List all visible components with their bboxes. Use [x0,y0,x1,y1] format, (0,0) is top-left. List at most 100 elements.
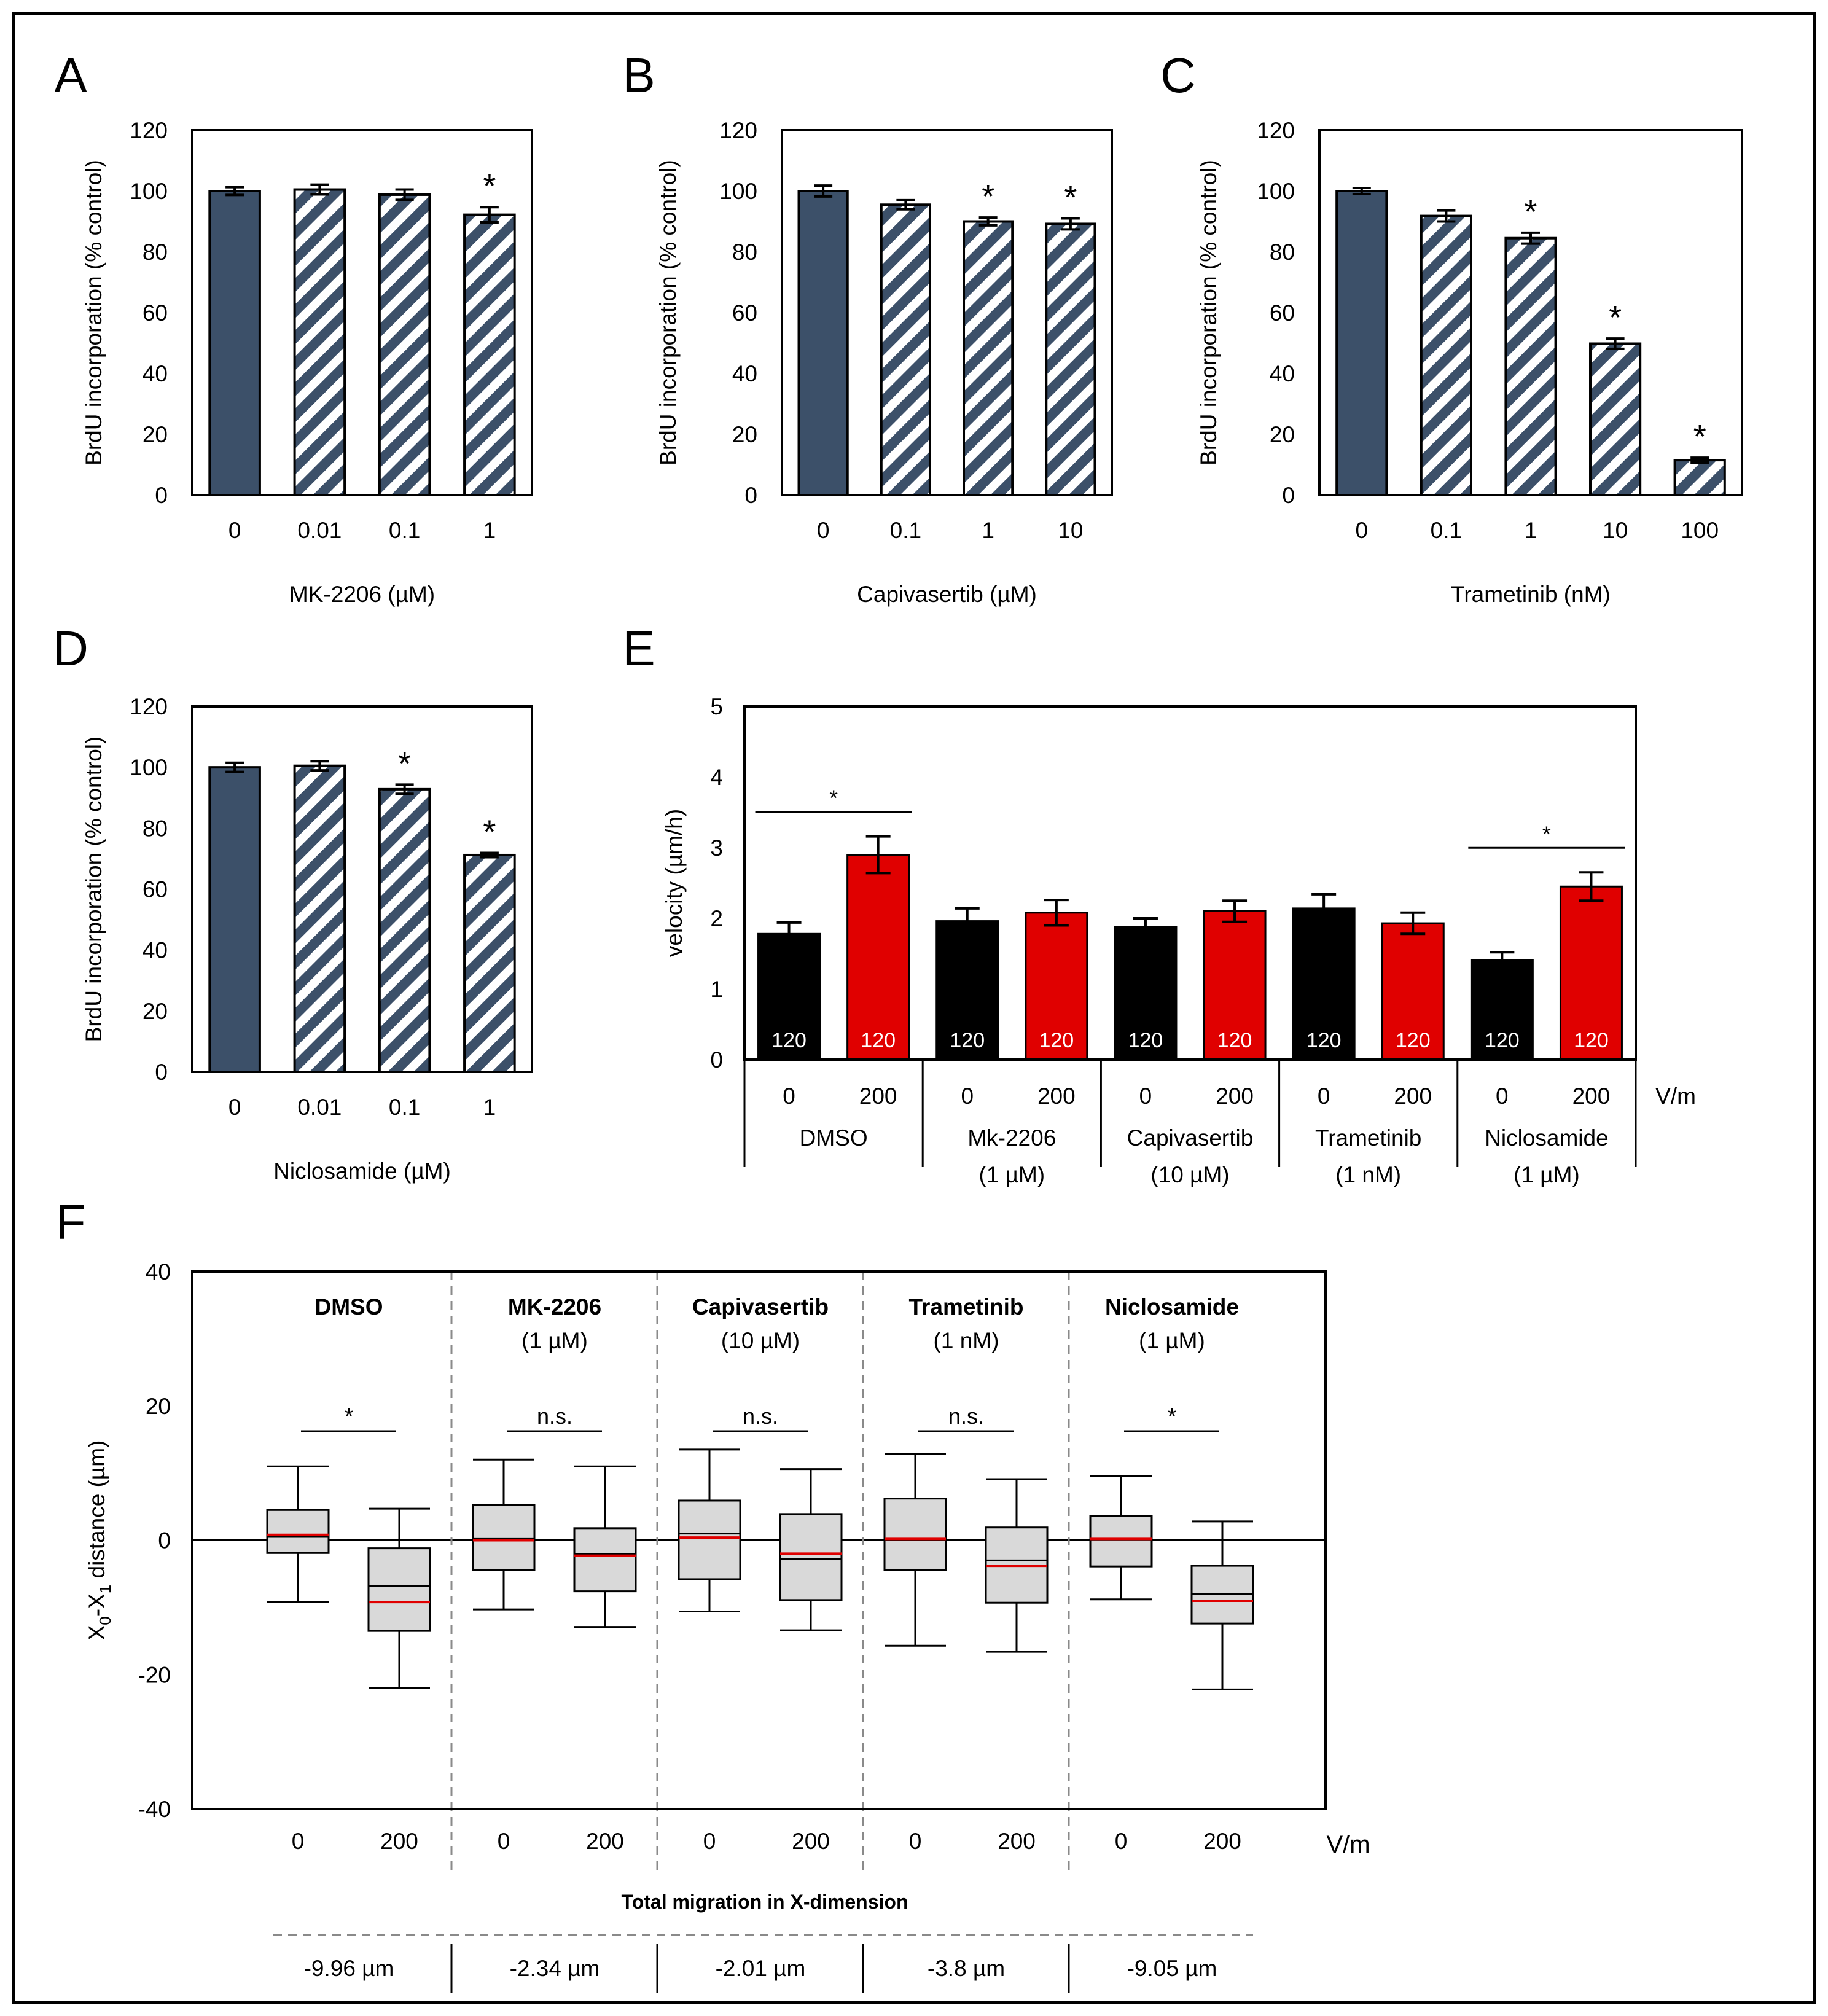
x-tick-label: 10 [1058,518,1083,543]
significance-mark: n.s. [948,1404,984,1429]
y-axis-title: velocity (µm/h) [662,809,687,957]
panel-c: C 0 0.1 * 1 * 10 * 100 0 20 40 60 80 100 120 Trametinib … [1160,48,1743,607]
y-axis-title: BrdU incorporation (% control) [655,160,681,466]
bar-0.01 [293,764,346,1073]
significance-mark: * [398,745,411,782]
x-tick-label: 10 [1603,518,1628,543]
x-tick-label: 0 [1318,1084,1330,1109]
bar-1 [963,220,1014,496]
y-axis-title-part: 1 [96,1585,114,1593]
y-tick-label: 0 [158,1528,171,1553]
y-tick-label: 100 [719,179,757,204]
y-tick-label: 120 [719,118,757,143]
plot-frame [191,705,533,1073]
x-tick-label: 0 [817,518,830,543]
bar-mk-2206-0 [935,920,999,1061]
x-axis-title: Trametinib (nM) [1451,582,1611,607]
y-axis-title: BrdU incorporation (% control) [81,736,106,1042]
panel-a: A 0 0.01 0.1 * 1 0 20 40 60 80 100 120 MK-2206 (µM) Br… [54,48,533,607]
x-tick-label: 0.1 [389,1095,420,1120]
x-tick-label: 0 [498,1829,510,1854]
y-tick-label: 20 [143,422,168,447]
significance-mark: * [1693,418,1706,455]
x-tick-label: 200 [1572,1084,1611,1109]
bar-0.1 [378,787,431,1074]
y-tick-label: 100 [130,755,168,780]
x-tick-label: 1 [483,1095,496,1120]
y-tick-label: 0 [744,483,757,508]
significance-mark: * [829,786,838,811]
y-tick-label: 4 [710,765,723,790]
box-niclosamide-0 [1089,1515,1153,1568]
n-label: 120 [1485,1029,1520,1052]
bar-0.1 [880,203,931,496]
panel-label: D [53,621,88,676]
y-tick-label: -40 [138,1797,171,1822]
significance-mark: * [1609,299,1622,336]
panel-label: E [622,621,655,676]
y-tick-label: 20 [1270,422,1295,447]
x-tick-label: 0 [292,1829,305,1854]
n-label: 120 [1217,1029,1252,1052]
group-sublabel: (10 µM) [721,1328,800,1353]
x-tick-label: 0 [1115,1829,1128,1854]
y-tick-label: 0 [710,1047,723,1072]
group-sublabel: (1 µM) [521,1328,588,1353]
n-label: 120 [1307,1029,1342,1052]
panel-label: F [56,1195,86,1249]
total-migration-value: -9.05 µm [1127,1956,1217,1981]
x-tick-label: 0 [703,1829,716,1854]
x-tick-label: 1 [1525,518,1537,543]
group-sublabel: (10 µM) [1150,1162,1229,1187]
box-trametinib-0 [883,1498,947,1571]
y-tick-label: 60 [143,300,168,326]
box-dmso-200 [367,1547,431,1632]
significance-mark: * [345,1404,353,1429]
significance-mark: * [1542,821,1551,846]
y-tick-label: 80 [143,816,168,841]
bar-capivasertib-0 [1114,926,1178,1061]
bar-trametinib-200 [1381,922,1445,1061]
total-migration-value: -2.01 µm [716,1956,806,1981]
group-label: Capivasertib [692,1294,829,1319]
group-label: Mk-2206 [967,1125,1056,1151]
n-label: 120 [861,1029,896,1052]
group-sublabel: (1 µM) [978,1162,1045,1187]
group-label: Trametinib [1315,1125,1421,1151]
y-axis-title-part: 0 [96,1616,114,1625]
panel-label: A [54,48,87,103]
bar-mk-2206-200 [1025,912,1088,1061]
panel-d: D 0 0.01 * 0.1 * 1 0 20 40 60 80 100 120 Niclosamide (… [53,621,533,1184]
y-tick-label: 20 [732,422,757,447]
y-tick-label: 20 [143,999,168,1024]
box-capivasertib-200 [779,1513,843,1601]
group-label: DMSO [800,1125,868,1151]
bar-1 [1504,236,1557,496]
x-tick-label: 1 [982,518,994,543]
x-tick-label: 0.01 [297,1095,342,1120]
total-migration-value: -2.34 µm [510,1956,600,1981]
group-label: MK-2206 [508,1294,601,1319]
x-tick-label: 1 [483,518,496,543]
x-tick-label: 200 [859,1084,897,1109]
significance-mark: * [1168,1404,1176,1429]
x-tick-label: 0.1 [890,518,921,543]
group-label: Niclosamide [1105,1294,1239,1319]
x-axis-title: Niclosamide (µM) [273,1158,451,1184]
y-tick-label: 40 [1270,361,1295,386]
y-tick-label: 0 [155,483,168,508]
y-tick-label: 60 [143,877,168,902]
y-axis-title-part: distance (µm) [84,1440,109,1585]
y-tick-label: 40 [146,1259,171,1284]
plot-frame [743,705,1637,1061]
group-label: Trametinib [908,1294,1023,1319]
significance-mark: * [1524,193,1537,230]
y-tick-label: 120 [1257,118,1295,143]
group-label: Capivasertib [1127,1125,1254,1151]
plot-frame [191,129,533,496]
total-migration-value: -9.96 µm [304,1956,394,1981]
x-tick-label: 0.01 [297,518,342,543]
x-tick-label: 0 [1139,1084,1152,1109]
